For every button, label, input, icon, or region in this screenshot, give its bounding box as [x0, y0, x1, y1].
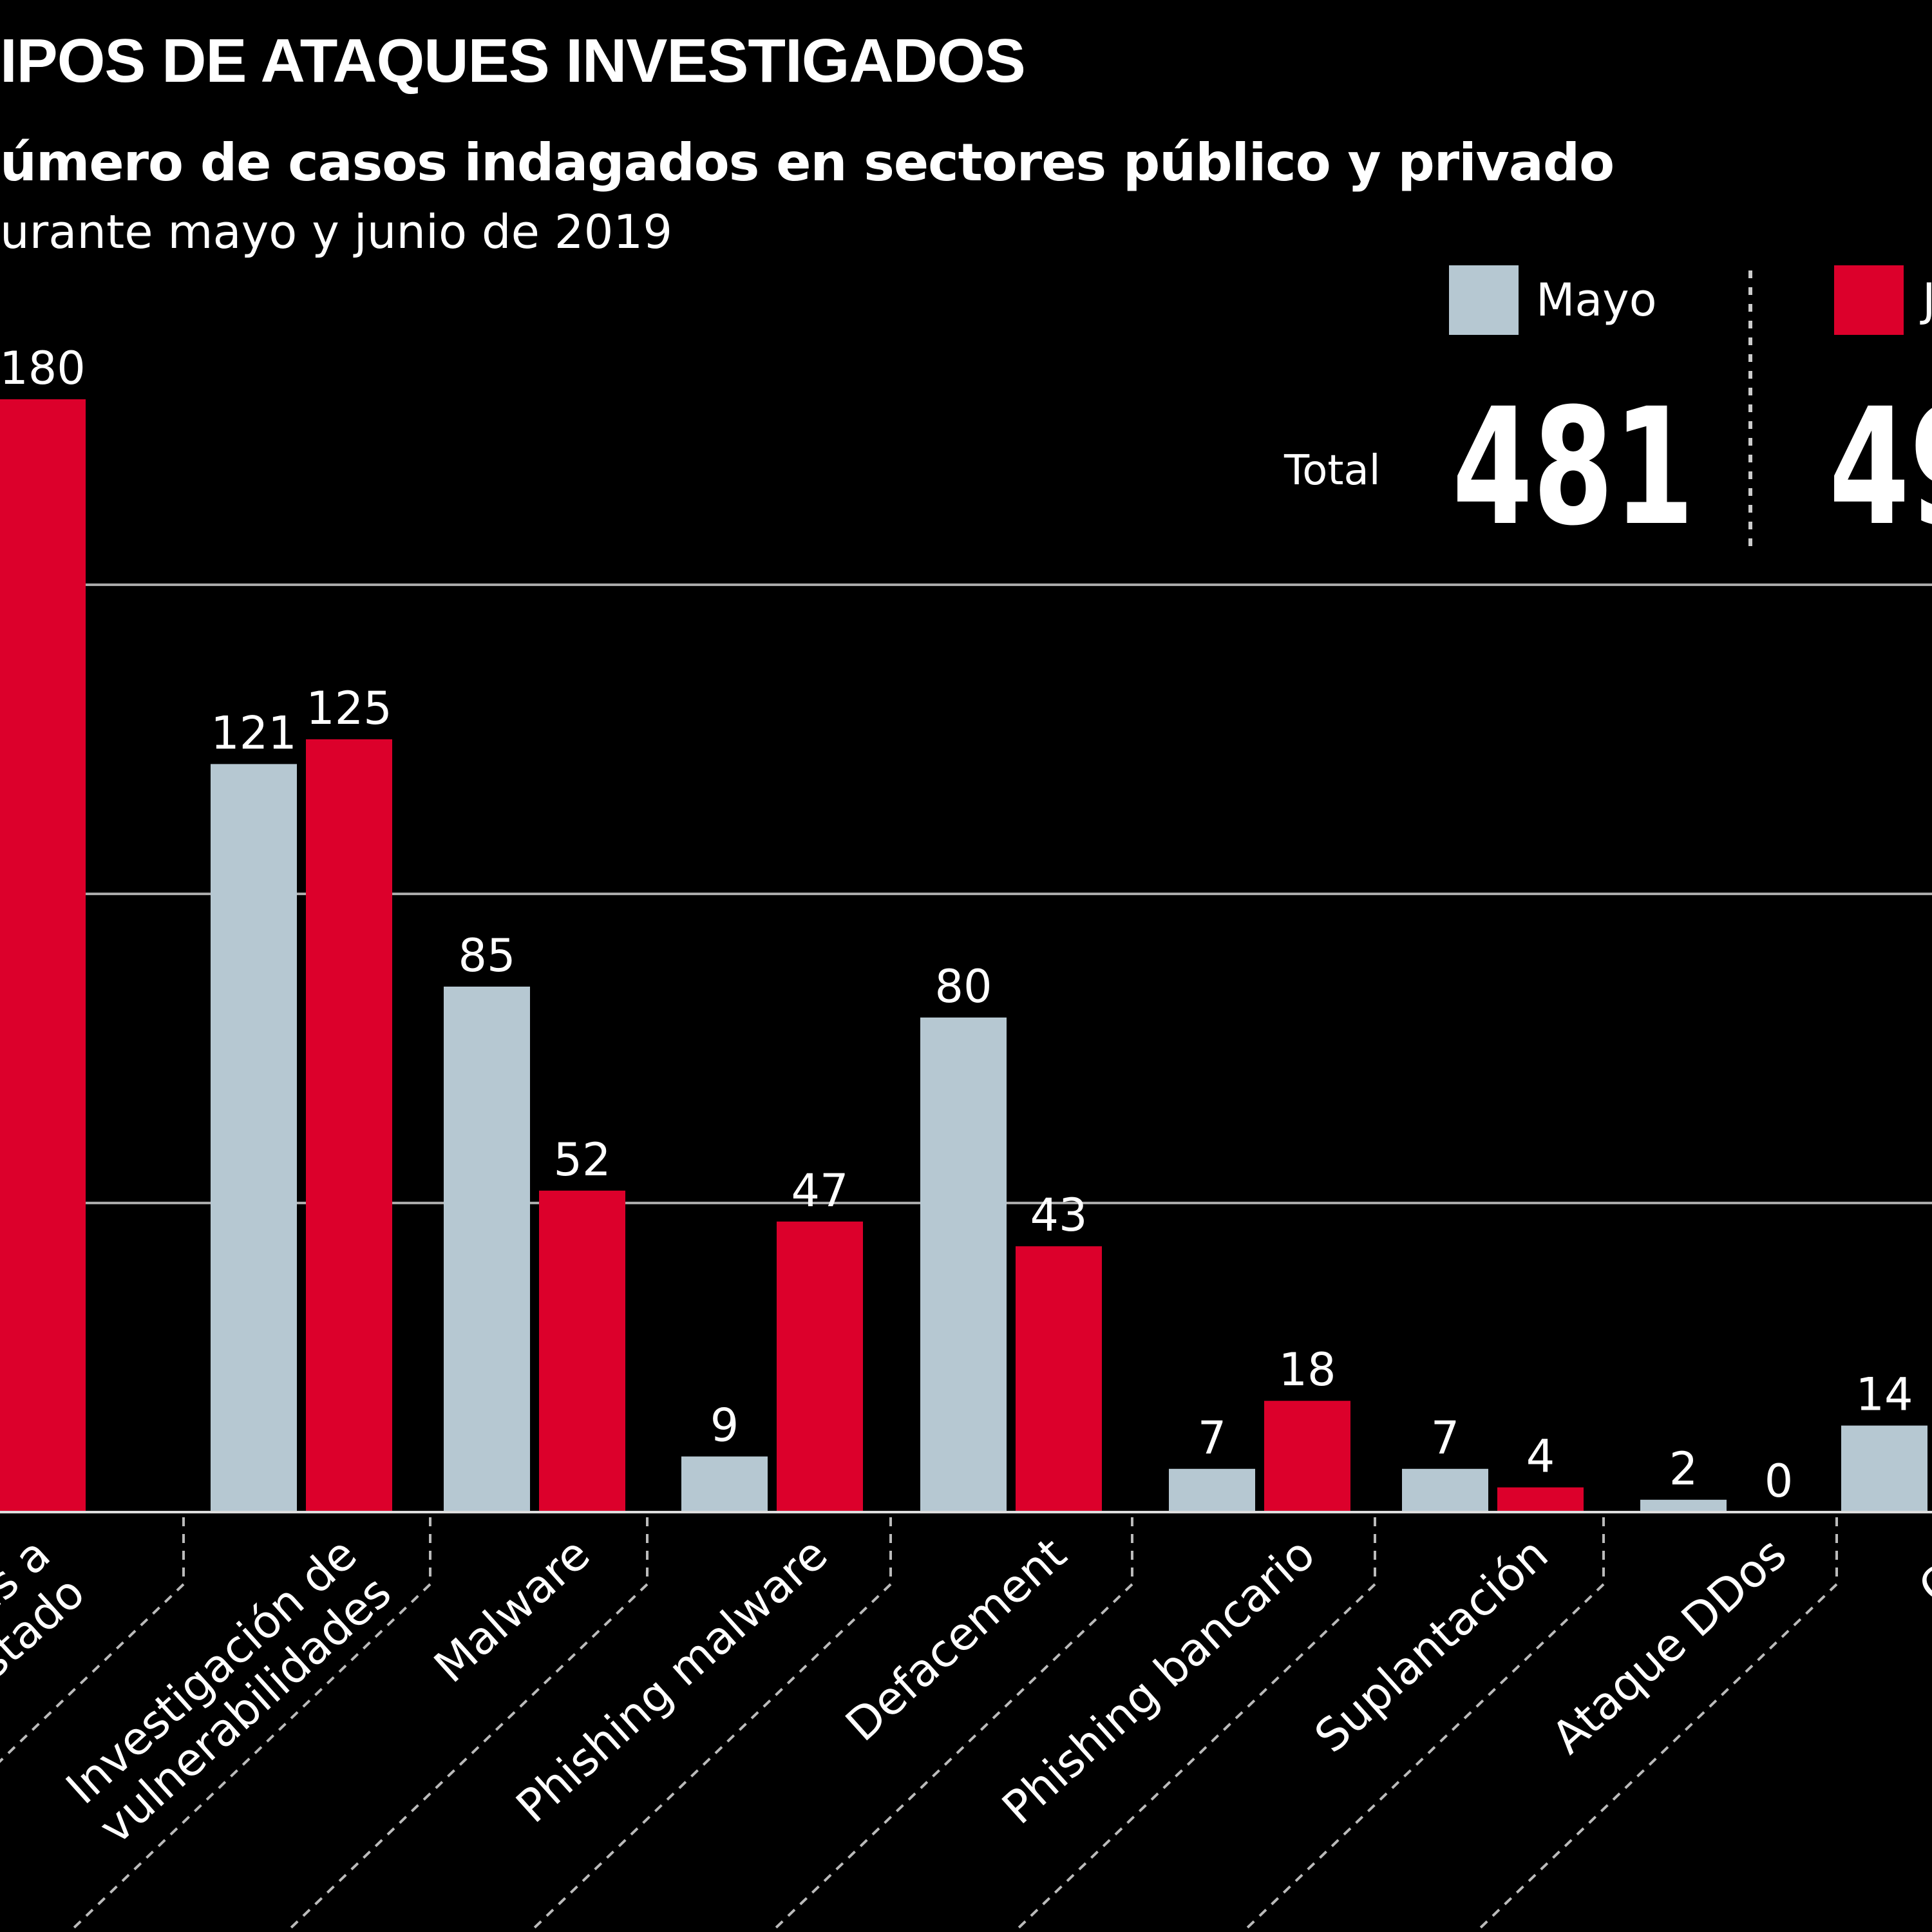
category-separator-2 — [285, 1517, 649, 1932]
category-separator-3 — [529, 1517, 892, 1932]
bar-mayo-4 — [920, 1018, 1007, 1512]
bar-mayo-1 — [211, 764, 297, 1512]
category-label-line: Defacement — [836, 1528, 1077, 1752]
value-label-mayo-5: 7 — [1198, 1412, 1227, 1464]
bar-j-0 — [0, 399, 86, 1512]
value-label-j-1: 125 — [306, 682, 392, 735]
category-separator-5 — [1013, 1517, 1376, 1932]
legend-label-mayo: Mayo — [1536, 274, 1657, 327]
chart-title: IPOS DE ATAQUES INVESTIGADOS — [0, 26, 1026, 95]
value-labels: 5612185980772141801255247431840 — [0, 342, 1913, 1508]
category-label-0: es astado — [0, 1528, 95, 1689]
value-label-j-7: 0 — [1765, 1455, 1794, 1508]
bar-j-4 — [1016, 1246, 1102, 1512]
category-label-2: Malware — [424, 1528, 600, 1693]
legend-swatch-mayo — [1449, 265, 1519, 335]
bar-mayo-7 — [1640, 1499, 1727, 1512]
category-label-8: Otr — [1909, 1528, 1932, 1615]
category-separator-4 — [770, 1517, 1133, 1932]
total-junio: 49 — [1829, 374, 1932, 561]
legend-swatch-junio — [1834, 265, 1904, 335]
value-label-mayo-6: 7 — [1431, 1412, 1460, 1464]
value-label-mayo-7: 2 — [1669, 1443, 1698, 1495]
category-label-line: Malware — [424, 1528, 600, 1693]
category-separator-7 — [1475, 1517, 1838, 1932]
total-mayo: 481 — [1452, 374, 1694, 561]
value-label-mayo-4: 80 — [934, 960, 992, 1013]
bars — [0, 399, 1927, 1512]
value-label-j-0: 180 — [0, 342, 86, 395]
category-separators — [0, 1517, 1838, 1932]
legend-label-junio: J — [1920, 274, 1932, 327]
category-label-1: Investigación devulnerabilidades — [55, 1528, 401, 1854]
value-label-j-5: 18 — [1278, 1343, 1336, 1396]
bar-mayo-8 — [1841, 1425, 1927, 1512]
bar-mayo-3 — [681, 1456, 768, 1512]
legend: Mayo J Total 481 49 — [1283, 265, 1932, 562]
bar-j-2 — [539, 1190, 625, 1512]
bar-j-1 — [306, 739, 392, 1512]
category-label-line: Suplantación — [1305, 1528, 1558, 1763]
value-label-j-4: 43 — [1030, 1189, 1087, 1242]
bar-j-6 — [1497, 1487, 1584, 1512]
category-label-7: Ataque DDos — [1542, 1528, 1796, 1765]
bar-j-5 — [1264, 1401, 1350, 1512]
category-separator-0 — [0, 1517, 185, 1763]
value-label-j-2: 52 — [553, 1133, 611, 1186]
category-separator-6 — [1242, 1517, 1605, 1932]
category-label-6: Suplantación — [1305, 1528, 1558, 1763]
category-label-line: Ataque DDos — [1542, 1528, 1796, 1765]
chart-date-note: urante mayo y junio de 2019 — [0, 205, 673, 259]
value-label-mayo-1: 121 — [211, 706, 297, 759]
value-label-j-6: 4 — [1526, 1430, 1555, 1483]
category-label-4: Defacement — [836, 1528, 1077, 1752]
value-label-mayo-8: 14 — [1855, 1368, 1913, 1421]
category-label-line: Otr — [1909, 1528, 1932, 1615]
bar-mayo-2 — [444, 987, 530, 1512]
value-label-mayo-3: 9 — [710, 1399, 739, 1452]
value-label-j-3: 47 — [791, 1164, 848, 1217]
value-label-mayo-2: 85 — [458, 929, 515, 982]
bar-mayo-6 — [1402, 1468, 1488, 1512]
bar-j-3 — [777, 1221, 863, 1512]
total-label: Total — [1283, 447, 1380, 495]
bar-mayo-5 — [1169, 1468, 1255, 1512]
category-separator-1 — [68, 1517, 431, 1932]
chart-subtitle: úmero de casos indagados en sectores púb… — [0, 133, 1615, 193]
